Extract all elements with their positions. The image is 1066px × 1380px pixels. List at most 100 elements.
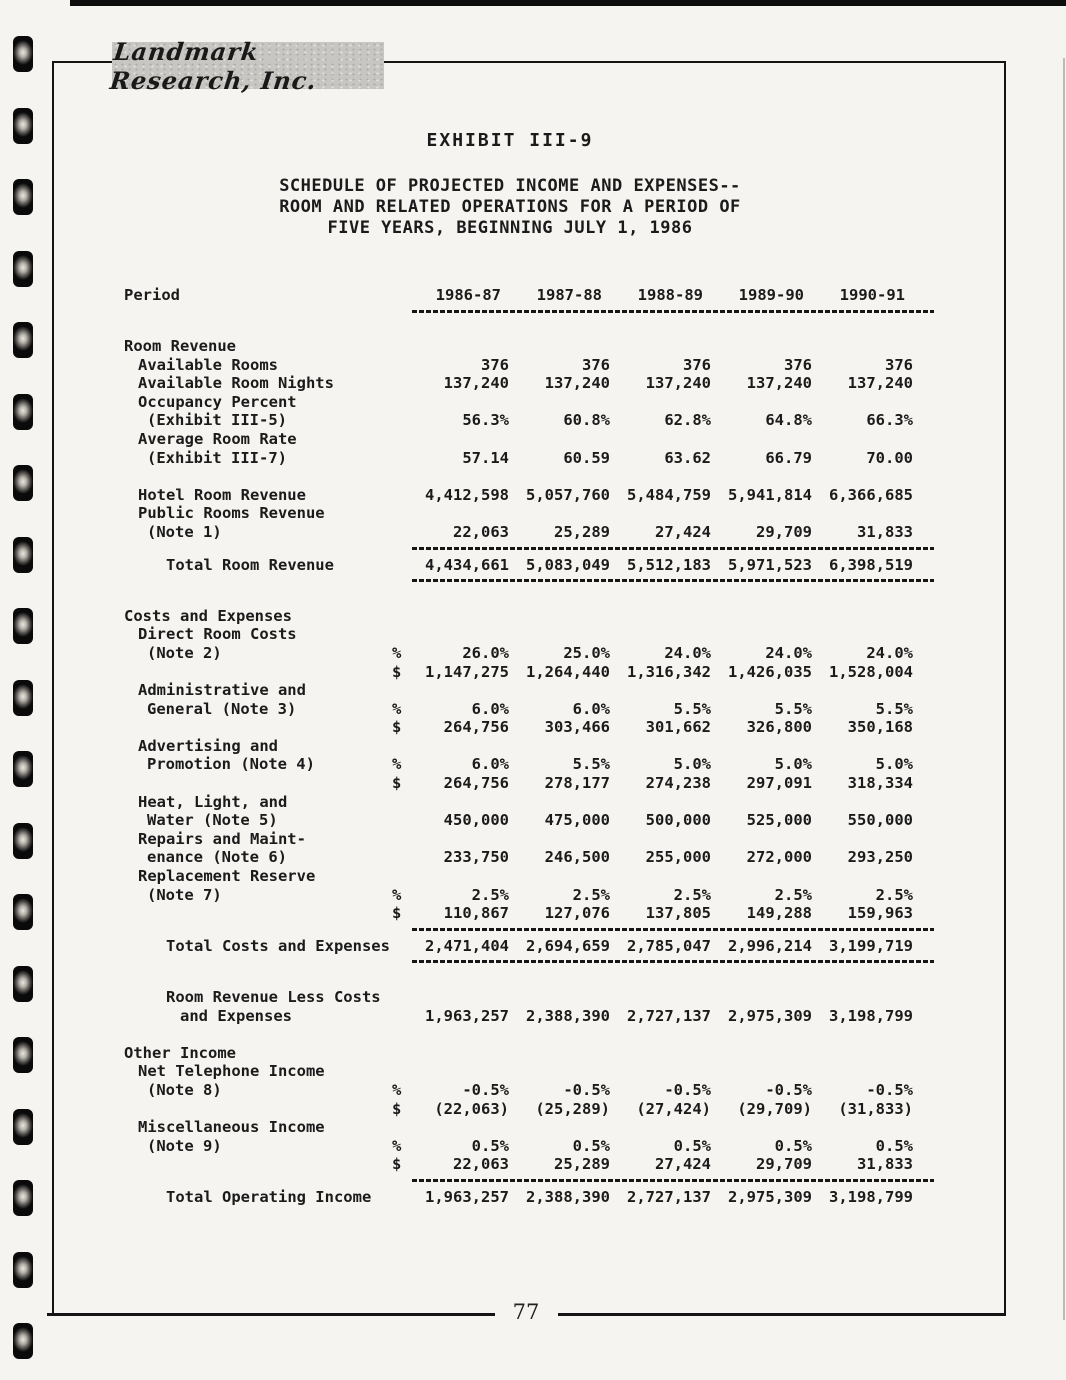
value-cell: 255,000 bbox=[645, 848, 711, 867]
binding-hole bbox=[13, 322, 33, 358]
value-cell bbox=[814, 625, 915, 644]
table-row: (Note 8)% -0.5% -0.5% -0.5% -0.5% -0.5% bbox=[124, 1081, 936, 1100]
unit-symbol bbox=[392, 848, 410, 867]
spacer-row bbox=[124, 969, 936, 988]
value-cell: (27,424) bbox=[636, 1099, 711, 1118]
value-cell: 2,388,390 bbox=[526, 1006, 610, 1025]
value-cell bbox=[612, 988, 713, 1007]
unit-symbol bbox=[392, 486, 410, 505]
value-cell: 5,971,523 bbox=[728, 555, 812, 574]
value-cell: -0.5% bbox=[866, 1080, 913, 1099]
table-row: Room Revenue bbox=[124, 337, 936, 356]
value-cell: 376 bbox=[683, 355, 711, 374]
value-cell: 5,484,759 bbox=[627, 485, 711, 504]
value-cell: 278,177 bbox=[544, 774, 610, 793]
value-cell: (29,709) bbox=[737, 1099, 812, 1118]
value-cell: 2.5% bbox=[774, 885, 812, 904]
value-cell bbox=[713, 1044, 814, 1063]
exhibit-title: EXHIBIT III-9 bbox=[426, 130, 594, 151]
divider-row bbox=[124, 542, 936, 556]
value-cell: 550,000 bbox=[847, 811, 913, 830]
unit-symbol bbox=[392, 1007, 410, 1026]
value-cell: 475,000 bbox=[544, 811, 610, 830]
table-row: Available Rooms 376 376 376 376 376 bbox=[124, 356, 936, 375]
value-cell bbox=[612, 867, 713, 886]
value-cell: 450,000 bbox=[443, 811, 509, 830]
value-cell: 2,727,137 bbox=[627, 1006, 711, 1025]
value-cell bbox=[713, 867, 814, 886]
value-cell bbox=[612, 830, 713, 849]
column-header-1989-90: 1989-90 bbox=[738, 286, 804, 304]
value-cell: 301,662 bbox=[645, 718, 711, 737]
value-cell: 0.5% bbox=[875, 1136, 913, 1155]
binding-hole bbox=[13, 179, 33, 215]
row-label: Public Rooms Revenue bbox=[138, 504, 325, 523]
value-cell bbox=[713, 337, 814, 356]
value-cell bbox=[410, 504, 511, 523]
unit-symbol bbox=[392, 681, 410, 700]
value-cell bbox=[511, 681, 612, 700]
value-cell bbox=[612, 625, 713, 644]
value-cell bbox=[612, 504, 713, 523]
value-cell bbox=[814, 1062, 915, 1081]
value-cell bbox=[410, 737, 511, 756]
value-cell: 5,083,049 bbox=[526, 555, 610, 574]
value-cell: 110,867 bbox=[443, 904, 509, 923]
table-row: Other Income bbox=[124, 1044, 936, 1063]
value-cell: 60.8% bbox=[563, 411, 610, 430]
row-label: Average Room Rate bbox=[138, 429, 297, 448]
value-cell: 293,250 bbox=[847, 848, 913, 867]
row-label bbox=[124, 774, 392, 793]
binding-hole bbox=[13, 107, 33, 144]
value-cell: 25.0% bbox=[563, 643, 610, 662]
value-cell: 159,963 bbox=[847, 904, 913, 923]
divider-row bbox=[124, 955, 936, 969]
table-row: (Note 2)% 26.0% 25.0% 24.0% 24.0% 24.0% bbox=[124, 644, 936, 663]
value-cell bbox=[713, 1062, 814, 1081]
value-cell bbox=[410, 337, 511, 356]
value-cell: 5,941,814 bbox=[728, 485, 812, 504]
value-cell bbox=[713, 504, 814, 523]
value-cell: 2,471,404 bbox=[425, 936, 509, 955]
bottom-border-right bbox=[558, 1313, 1006, 1316]
value-cell: 1,316,342 bbox=[627, 662, 711, 681]
value-cell bbox=[713, 988, 814, 1007]
value-cell: 5.5% bbox=[774, 699, 812, 718]
row-label bbox=[124, 718, 392, 737]
unit-symbol: $ bbox=[392, 774, 402, 793]
value-cell: 27,424 bbox=[655, 522, 711, 541]
divider-row bbox=[124, 574, 936, 588]
table-row: Total Room Revenue 4,434,661 5,083,049 5,51… bbox=[124, 556, 936, 575]
value-cell bbox=[612, 681, 713, 700]
value-cell bbox=[814, 867, 915, 886]
binding-hole bbox=[13, 1108, 33, 1145]
value-cell: 2,388,390 bbox=[526, 1187, 610, 1206]
value-cell: 6.0% bbox=[471, 755, 509, 774]
table-row: $264,756 278,177 274,238 297,091 318,334 bbox=[124, 774, 936, 793]
unit-symbol: $ bbox=[392, 1099, 402, 1118]
value-cell bbox=[814, 737, 915, 756]
dashed-rule bbox=[412, 579, 934, 583]
value-cell: 0.5% bbox=[572, 1136, 610, 1155]
value-cell bbox=[814, 793, 915, 812]
value-cell bbox=[713, 625, 814, 644]
value-cell: -0.5% bbox=[765, 1080, 812, 1099]
value-cell bbox=[511, 867, 612, 886]
unit-symbol bbox=[392, 737, 410, 756]
unit-symbol: % bbox=[392, 699, 402, 718]
unit-symbol bbox=[392, 1118, 410, 1137]
table-row: (Exhibit III-5) 56.3% 60.8% 62.8% 64.8% 66.3% bbox=[124, 411, 936, 430]
scan-artifact-right-edge bbox=[1063, 58, 1065, 1320]
value-cell: 3,198,799 bbox=[829, 1006, 913, 1025]
value-cell: 2.5% bbox=[471, 885, 509, 904]
unit-symbol: % bbox=[392, 643, 402, 662]
unit-symbol bbox=[392, 607, 410, 626]
binding-hole bbox=[13, 1037, 33, 1073]
unit-symbol bbox=[392, 793, 410, 812]
row-label: Occupancy Percent bbox=[138, 392, 297, 411]
unit-symbol: $ bbox=[392, 718, 402, 737]
table-row: Advertising and bbox=[124, 737, 936, 756]
row-label: Total Operating Income bbox=[166, 1187, 372, 1206]
value-cell bbox=[410, 1118, 511, 1137]
table-row: $264,756 303,466 301,662 326,800 350,168 bbox=[124, 718, 936, 737]
